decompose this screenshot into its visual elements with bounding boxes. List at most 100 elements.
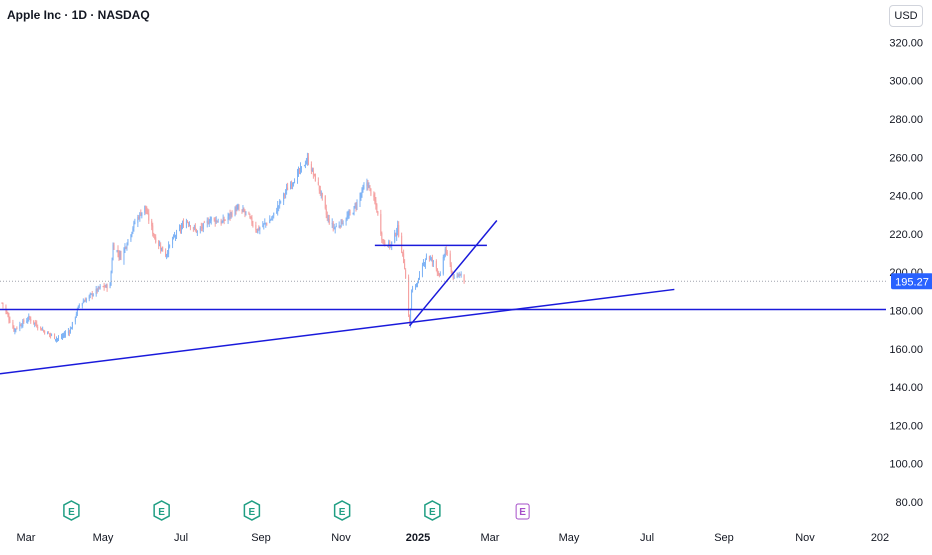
candle-body — [366, 182, 368, 187]
candle-body — [69, 328, 71, 334]
candle-body — [278, 205, 280, 207]
candle-body — [91, 293, 93, 296]
candle-body — [83, 301, 85, 303]
earnings-icon — [153, 500, 170, 521]
y-tick-label: 140.00 — [889, 382, 923, 394]
candle-body — [326, 215, 328, 218]
candle-body — [381, 233, 383, 240]
candle-body — [5, 305, 7, 312]
candle-body — [37, 327, 39, 329]
candle-body — [134, 222, 136, 224]
candle-body — [116, 250, 118, 252]
candle-body — [104, 286, 106, 288]
candle-body — [74, 317, 76, 322]
candle-body — [162, 246, 164, 252]
candle-body — [119, 253, 121, 256]
candle-body — [252, 224, 254, 226]
candle-body — [68, 331, 70, 333]
candle-body — [324, 195, 326, 209]
candle-body — [460, 273, 462, 275]
candle-body — [370, 188, 372, 195]
y-tick-label: 220.00 — [889, 229, 923, 241]
candle-body — [188, 224, 190, 226]
candle-body — [40, 327, 42, 329]
y-tick-label: 300.00 — [889, 76, 923, 88]
candle-body — [201, 226, 203, 228]
candle-body — [20, 325, 22, 327]
x-tick-label: Nov — [795, 532, 815, 544]
candle-body — [457, 275, 459, 277]
candle-body — [258, 227, 260, 230]
price-axis: 80.00100.00120.00140.00160.00180.00200.0… — [886, 0, 932, 550]
candles-layer — [1, 152, 465, 343]
candle-body — [43, 330, 45, 332]
candle-body — [90, 293, 92, 295]
candle-body — [304, 164, 306, 166]
candle-body — [391, 241, 393, 246]
candle-body — [124, 246, 126, 250]
candle-body — [196, 231, 198, 233]
x-tick-label: 202 — [871, 532, 889, 544]
symbol-title: Apple Inc · 1D · NASDAQ — [7, 8, 150, 22]
candle-body — [131, 232, 133, 236]
candle-body — [298, 170, 300, 173]
candle-body — [438, 273, 440, 276]
candle-body — [54, 333, 56, 339]
candle-body — [48, 332, 50, 334]
candle-body — [97, 287, 99, 291]
candle-body — [167, 253, 169, 255]
candle-body — [64, 332, 66, 335]
candle-body — [368, 185, 370, 189]
last-price-badge — [891, 273, 932, 290]
candle-body — [155, 237, 157, 243]
x-tick-label: Jul — [174, 532, 188, 544]
candle-body — [215, 219, 217, 223]
candle-body — [77, 305, 79, 309]
candle-body — [112, 244, 114, 260]
candle-body — [194, 227, 196, 230]
candle-body — [383, 239, 385, 244]
candle-body — [222, 218, 224, 223]
candle-body — [208, 222, 210, 224]
currency-button[interactable]: USD — [889, 5, 923, 27]
y-tick-label: 80.00 — [895, 497, 923, 509]
candle-body — [276, 211, 278, 214]
candle-body — [235, 208, 237, 212]
time-axis: Mar May Jul Sep Nov 2025 Mar May Jul Sep Nov 202 — [17, 532, 890, 544]
candle-body — [363, 186, 365, 189]
candle-body — [169, 244, 171, 247]
candle-body — [102, 286, 104, 288]
candle-body — [105, 284, 107, 288]
candle-body — [217, 221, 219, 223]
y-tick-label: 240.00 — [889, 191, 923, 203]
candle-body — [30, 318, 32, 322]
candle-body — [415, 285, 417, 288]
candle-body — [273, 212, 275, 216]
x-tick-label: Mar — [481, 532, 500, 544]
candle-body — [165, 251, 167, 257]
candle-body — [141, 212, 143, 217]
candle-body — [44, 331, 46, 334]
candle-body — [334, 227, 336, 230]
candle-body — [140, 213, 142, 216]
candle-body — [154, 236, 156, 239]
candle-body — [202, 223, 204, 230]
candle-body — [353, 206, 355, 215]
candle-body — [436, 268, 438, 273]
candle-body — [168, 245, 170, 254]
candle-body — [88, 295, 90, 299]
candle-body — [203, 222, 205, 224]
candle-body — [148, 213, 150, 221]
candle-body — [262, 225, 264, 227]
candle-body — [229, 212, 231, 217]
candle-body — [189, 225, 191, 228]
candle-body — [12, 322, 14, 328]
earnings-label: E — [68, 507, 75, 518]
candle-body — [147, 212, 149, 214]
candle-body — [138, 217, 140, 219]
candle-body — [98, 286, 100, 289]
candle-body — [92, 294, 94, 297]
candle-body — [346, 216, 348, 220]
